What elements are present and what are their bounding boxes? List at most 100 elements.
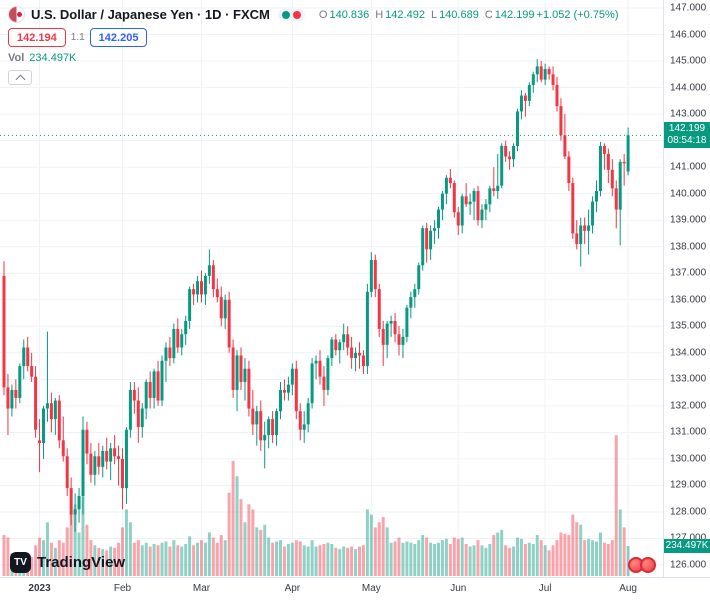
time-axis-label: Feb [113,583,132,594]
volume-bar [409,542,413,576]
volume-bar [6,537,10,576]
candle-body [2,275,6,388]
candle-body [429,230,433,250]
volume-bar [563,533,567,576]
candle-body [598,145,602,192]
volume-bar [85,524,89,576]
candle-body [263,435,267,441]
volume-bar [172,540,176,576]
candle-body [207,265,211,276]
tradingview-logo-icon: TV [10,552,31,573]
symbol-title[interactable]: U.S. Dollar / Japanese Yen · 1D · FXCM [31,7,270,22]
candle-body [480,209,484,221]
volume-bar [42,540,45,576]
volume-bar [535,535,539,576]
candle-body [575,233,579,245]
collapse-legend-button[interactable] [8,70,32,85]
red-circle-icon [640,557,656,573]
volume-bar [140,545,144,576]
buy-sell-dots-icon[interactable] [277,8,305,21]
volume-bar [397,537,401,576]
volume-bar [105,550,109,576]
candle-body [231,347,235,390]
red-circles-badge[interactable] [628,557,656,573]
candle-body [203,275,207,295]
volume-bar [385,527,389,576]
candle-body [516,111,519,146]
price-axis-label: 132.000 [670,400,707,412]
candle-body [456,212,460,226]
candle-body [57,400,61,441]
volume-bar [610,540,614,576]
volume-bar [583,540,587,576]
candle-body [610,169,614,189]
candle-body [45,403,49,409]
candle-body [551,74,555,85]
candle-body [89,453,93,475]
price-axis-label: 130.000 [670,453,707,465]
candle-body [381,328,385,345]
candle-body [53,400,57,420]
candlestick-chart[interactable] [0,0,663,577]
volume-bar [81,496,85,576]
legend-title-row: U.S. Dollar / Japanese Yen · 1D · FXCM O… [8,6,619,23]
volume-bar [164,541,168,576]
volume-bar [496,532,500,576]
volume-bar [255,527,259,576]
candle-body [595,191,598,202]
spread-value: 1.1 [70,32,85,43]
candle-body [26,347,30,367]
volume-bar [101,549,105,576]
volume-bar [188,536,192,576]
candle-body [508,156,512,160]
volume-bar [227,492,231,576]
candle-body [140,408,144,428]
time-axis-label: Aug [619,583,637,594]
candle-body [326,358,330,390]
volume-bar [290,542,294,576]
volume-bar [389,542,393,576]
candle-body [488,188,492,205]
volume-bar [342,546,346,576]
price-axis-label: 134.000 [670,347,707,359]
candle-body [444,177,448,194]
tradingview-logo[interactable]: TV TradingView [10,552,125,573]
volume-bar [484,547,488,576]
candle-body [440,193,444,210]
close-value: 142.199 [494,8,535,21]
candle-body [425,228,429,250]
open-value: 140.836 [329,8,370,21]
buy-button[interactable]: 142.205 [89,28,148,47]
volume-bar [334,547,338,576]
candle-body [476,191,480,221]
time-axis[interactable]: 2023 Feb Mar Apr May Jun Jul Aug [0,577,710,600]
candle-body [358,352,361,356]
candle-body [626,135,630,172]
candle-body [413,289,417,298]
volume-bar [215,542,219,576]
time-axis-label: Jul [538,583,552,594]
volume-bar [144,542,148,576]
volume-bar [381,517,385,576]
candle-body [227,299,231,348]
price-axis-label: 126.000 [670,559,707,571]
volume-bar [429,542,433,576]
sell-button[interactable]: 142.194 [8,28,66,47]
volume-bar [330,544,334,576]
candle-body [338,342,342,351]
volume-bar [508,547,512,576]
trade-buttons-row: 142.194 1.1 142.205 [8,28,619,47]
volume-bar [235,476,239,576]
candle-body [6,387,10,409]
price-axis[interactable]: 142.199 08:54:18 234.497K 147.000 146.000… [663,0,710,577]
candle-body [77,496,81,510]
volume-bar [117,542,121,576]
candle-body [385,323,389,345]
volume-bar [310,540,314,576]
candle-body [34,376,38,430]
candle-body [389,320,393,324]
candle-body [61,440,65,457]
volume-bar [247,504,251,576]
volume-bar [231,460,235,576]
candle-body [97,456,101,467]
